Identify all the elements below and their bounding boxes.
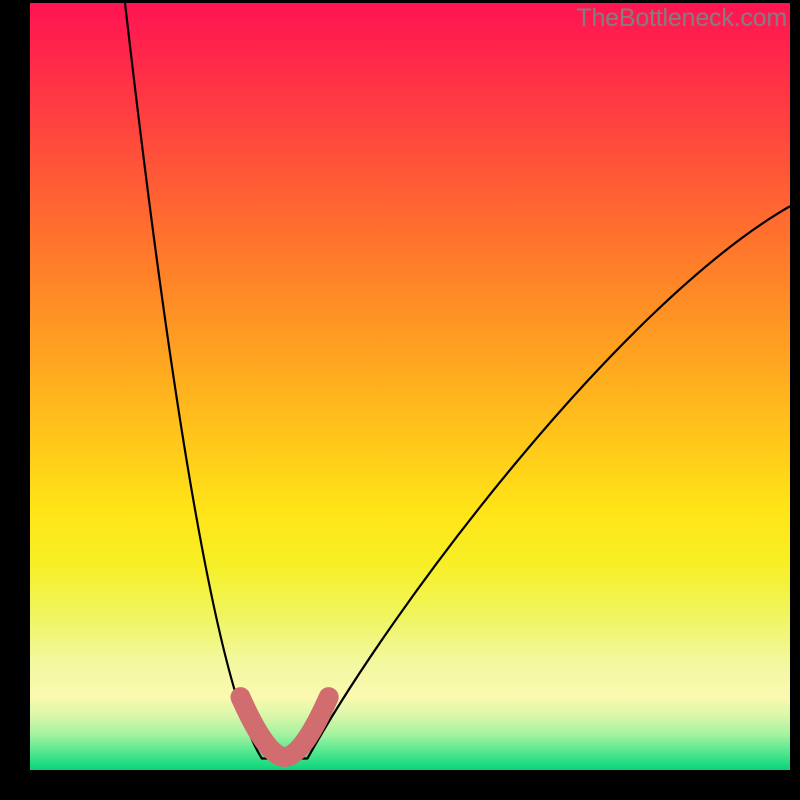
- plot-area: [30, 3, 790, 770]
- watermark-label: TheBottleneck.com: [576, 4, 787, 33]
- chart-svg: [30, 3, 790, 770]
- gradient-background: [30, 3, 790, 770]
